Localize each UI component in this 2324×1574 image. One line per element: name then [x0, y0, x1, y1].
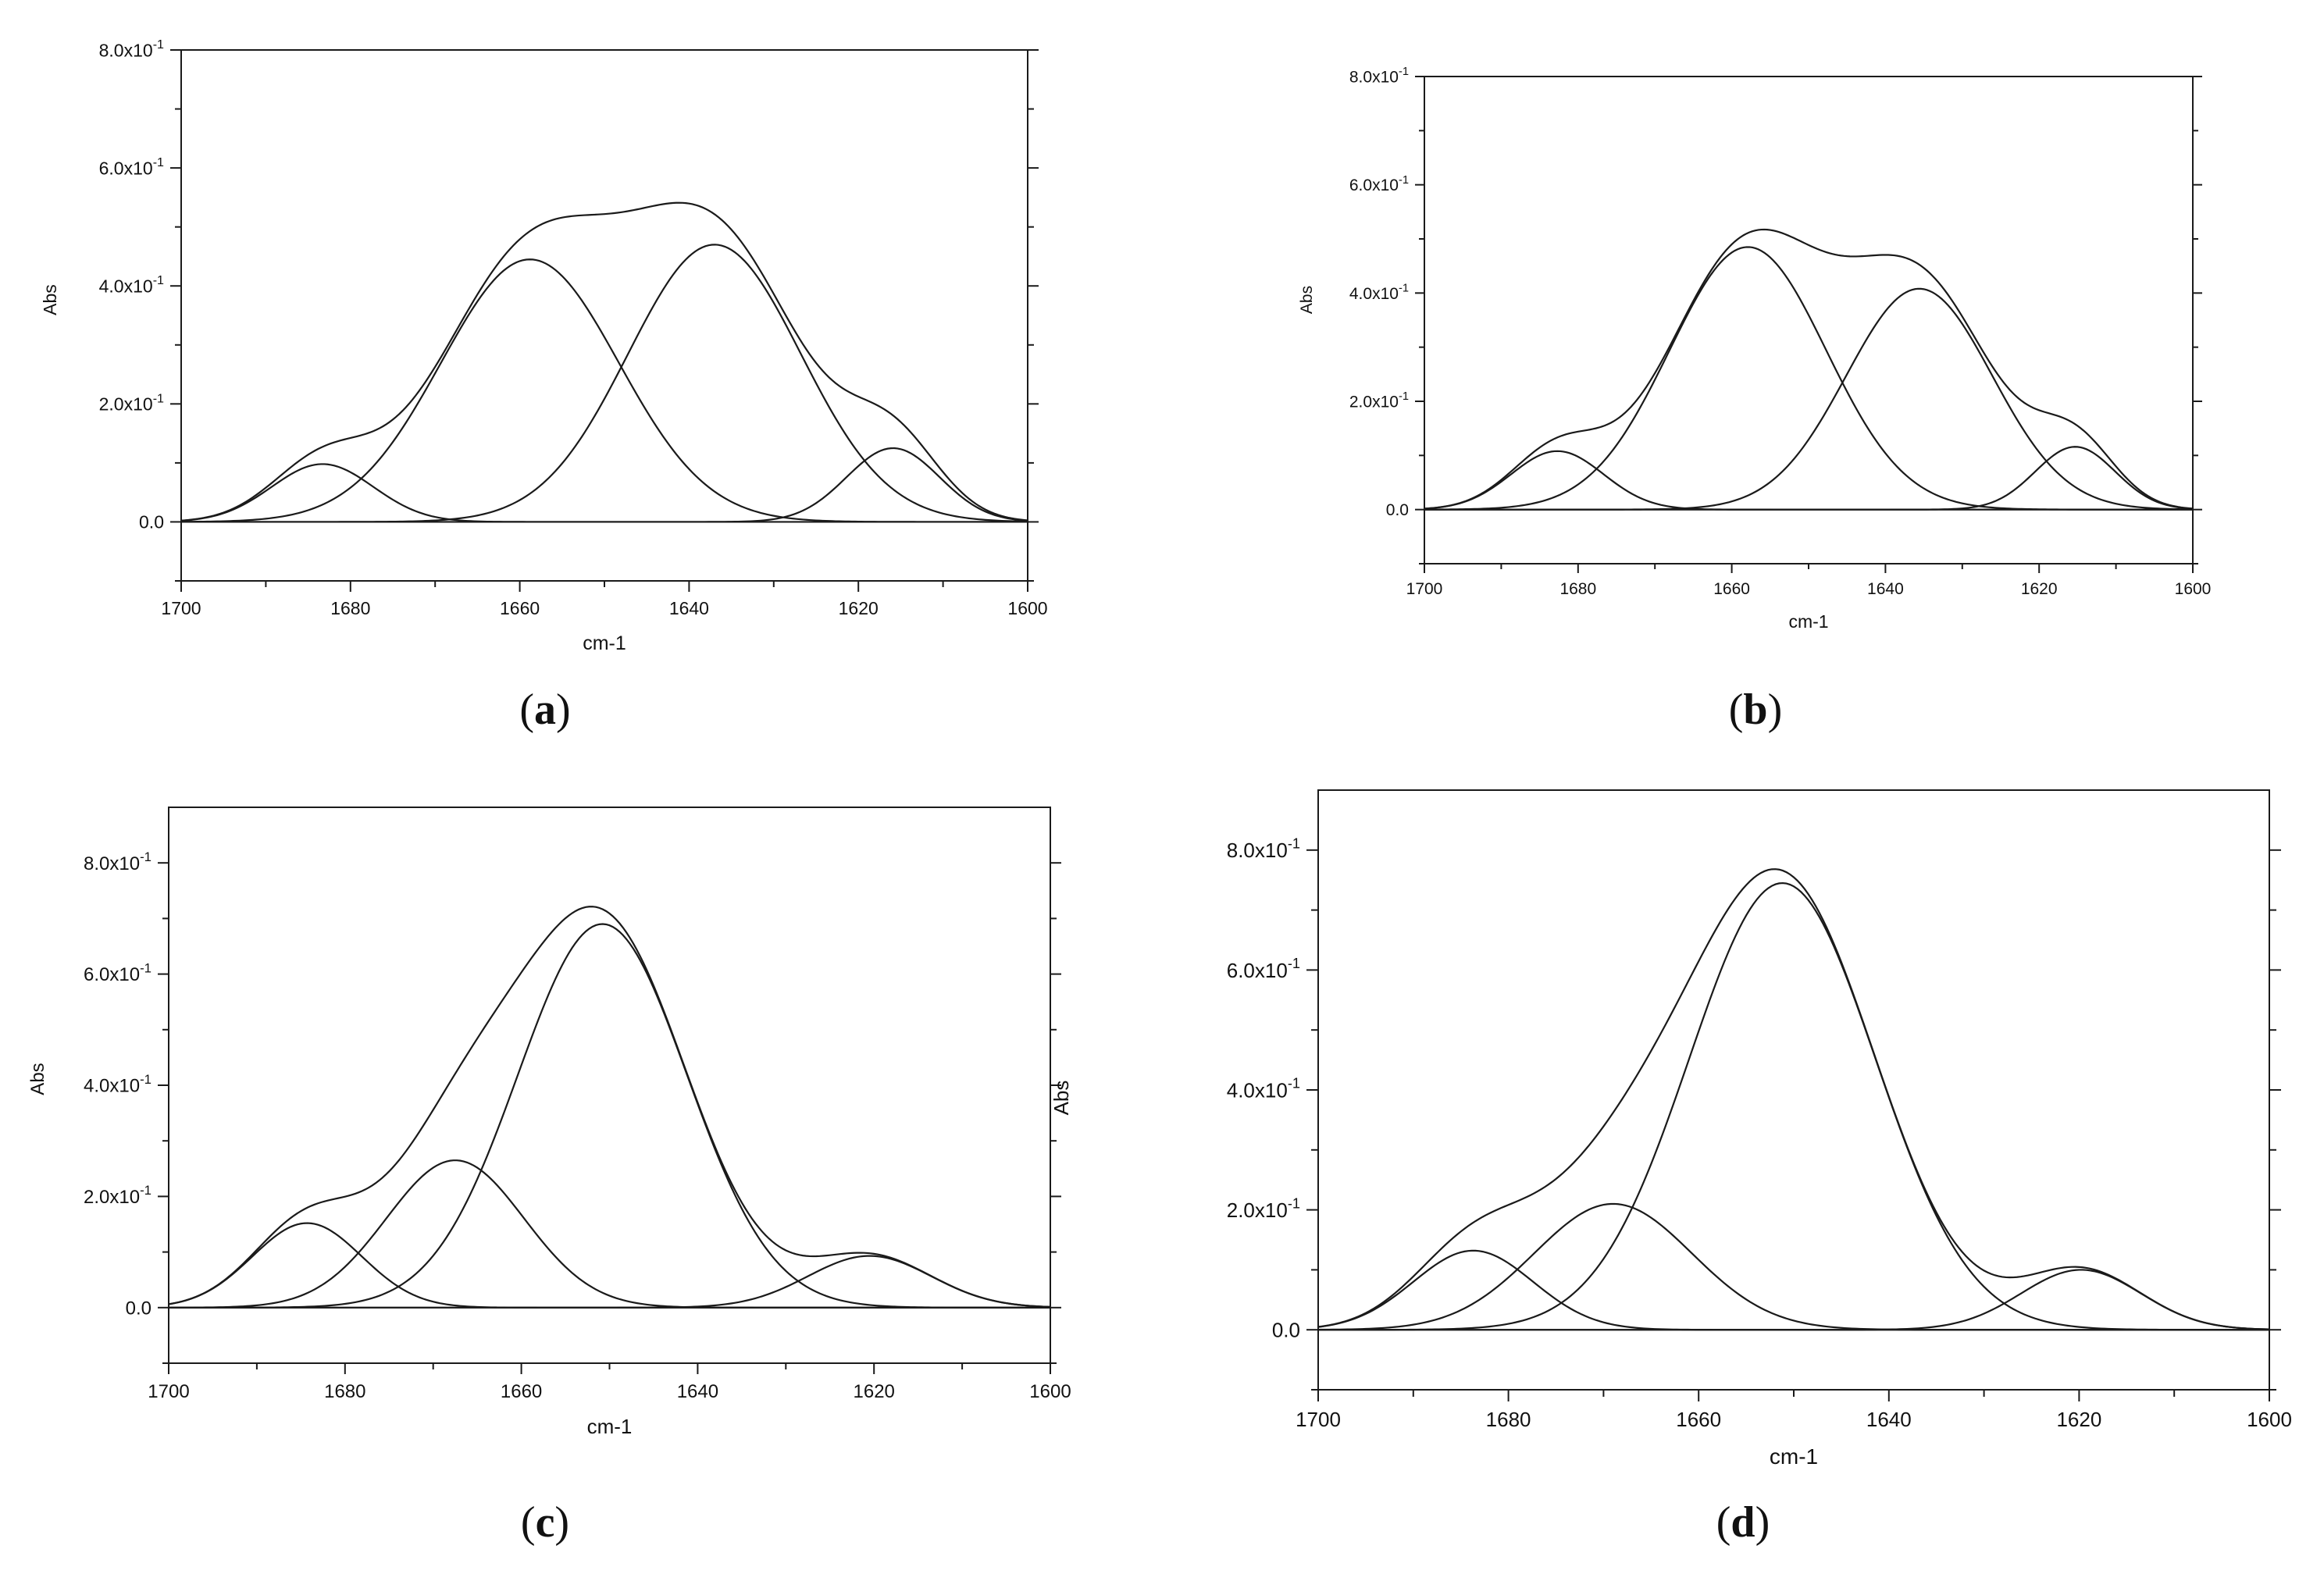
panel-caption: (a)	[519, 686, 570, 734]
chart-panel-b: 1700 1680 1660 1640 1620 1600 0.0 2.0x10-1 4.0x1…	[1298, 66, 2211, 734]
y-tick-label: 4.0x10-1	[99, 273, 164, 296]
y-axis-label: Abs	[1050, 1081, 1073, 1116]
x-tick-label: 1680	[324, 1381, 365, 1402]
panel-caption: (d)	[1716, 1498, 1770, 1547]
chart-panel-d: 1700 1680 1660 1640 1620 1600 0.0 2.0x10-1 4.0x1…	[1050, 789, 2292, 1547]
x-tick-label: 1680	[1559, 580, 1596, 598]
y-tick-label: 6.0x10-1	[1349, 174, 1409, 194]
x-tick-label: 1660	[500, 598, 540, 618]
x-axis-label: cm-1	[583, 632, 626, 654]
x-axis-label: cm-1	[587, 1415, 633, 1438]
x-tick-label: 1680	[1486, 1408, 1531, 1431]
panel-caption: (c)	[521, 1498, 569, 1547]
component-band-1	[1424, 450, 2193, 511]
x-tick-label: 1620	[839, 598, 879, 618]
envelope-curve	[168, 906, 1051, 1308]
component-band-3	[1318, 881, 2269, 1331]
y-tick-label: 2.0x10-1	[1349, 390, 1409, 411]
x-axis-label: cm-1	[1788, 611, 1828, 632]
y-tick-label: 2.0x10-1	[99, 391, 164, 414]
y-tick-label: 8.0x10-1	[1227, 835, 1300, 862]
chart-panel-c: 1700 1680 1660 1640 1620 1600 0.0 2.0x10-1 4.0x1…	[27, 807, 1071, 1547]
y-tick-label: 6.0x10-1	[1227, 956, 1300, 982]
x-tick-label: 1700	[148, 1381, 189, 1402]
envelope-curve	[1317, 868, 2270, 1330]
plot-frame	[180, 49, 1028, 582]
x-tick-label: 1640	[1866, 1408, 1912, 1431]
x-tick-label: 1640	[1867, 580, 1904, 598]
envelope-curve	[1424, 228, 2194, 510]
y-tick-label: 2.0x10-1	[84, 1183, 151, 1208]
y-tick-label: 8.0x10-1	[1349, 66, 1409, 86]
y-tick-label: 4.0x10-1	[1227, 1076, 1300, 1102]
x-tick-label: 1620	[2021, 580, 2058, 598]
plot-frame	[1317, 789, 2270, 1391]
x-tick-label: 1700	[1296, 1408, 1341, 1431]
x-tick-label: 1640	[677, 1381, 718, 1402]
plot-frame	[1424, 76, 2194, 564]
y-axis-label: Abs	[1298, 286, 1316, 314]
x-tick-label: 1660	[1676, 1408, 1721, 1431]
y-axis-label: Abs	[40, 284, 60, 315]
x-tick-label: 1600	[1007, 598, 1047, 618]
y-tick-label: 0.0	[1386, 501, 1409, 519]
y-axis-label: Abs	[27, 1063, 48, 1095]
x-tick-label: 1600	[1029, 1381, 1071, 1402]
component-band-1	[180, 463, 1028, 523]
x-tick-label: 1700	[161, 598, 201, 618]
envelope-curve	[180, 201, 1028, 522]
component-band-2	[1317, 1202, 2269, 1331]
component-band-3	[1424, 287, 2194, 511]
y-tick-label: 2.0x10-1	[1227, 1195, 1300, 1222]
component-band-4	[169, 1255, 1051, 1309]
component-band-4	[181, 447, 1028, 523]
x-tick-label: 1600	[2247, 1408, 2292, 1431]
component-band-2	[1424, 246, 2193, 511]
component-band-2	[180, 258, 1028, 523]
y-tick-label: 0.0	[1272, 1319, 1300, 1342]
x-tick-label: 1700	[1406, 580, 1443, 598]
component-band-3	[181, 244, 1028, 523]
x-tick-label: 1620	[854, 1381, 895, 1402]
y-tick-label: 6.0x10-1	[99, 155, 164, 178]
component-band-3	[169, 923, 1050, 1309]
component-band-1	[1317, 1249, 2269, 1331]
x-axis-label: cm-1	[1770, 1444, 1818, 1469]
x-tick-label: 1620	[2056, 1408, 2101, 1431]
x-tick-label: 1660	[1713, 580, 1750, 598]
y-tick-label: 6.0x10-1	[84, 960, 151, 985]
y-tick-label: 8.0x10-1	[99, 37, 164, 60]
x-tick-label: 1680	[330, 598, 370, 618]
chart-panel-a: 1700 1680 1660 1640 1620 1600 0.0 2.0x10-1 4.0x1…	[40, 37, 1048, 734]
x-tick-label: 1600	[2175, 580, 2212, 598]
x-tick-label: 1640	[669, 598, 709, 618]
x-tick-label: 1660	[501, 1381, 542, 1402]
y-tick-label: 0.0	[139, 512, 164, 532]
y-tick-label: 4.0x10-1	[1349, 282, 1409, 302]
component-band-4	[1424, 446, 2194, 511]
plot-frame	[168, 807, 1051, 1364]
y-tick-label: 8.0x10-1	[84, 849, 151, 874]
panel-caption: (b)	[1729, 686, 1782, 734]
y-tick-label: 4.0x10-1	[84, 1072, 151, 1097]
component-band-2	[168, 1159, 1050, 1309]
y-tick-label: 0.0	[126, 1298, 151, 1319]
